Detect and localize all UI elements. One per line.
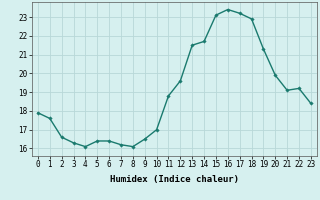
X-axis label: Humidex (Indice chaleur): Humidex (Indice chaleur) [110,175,239,184]
